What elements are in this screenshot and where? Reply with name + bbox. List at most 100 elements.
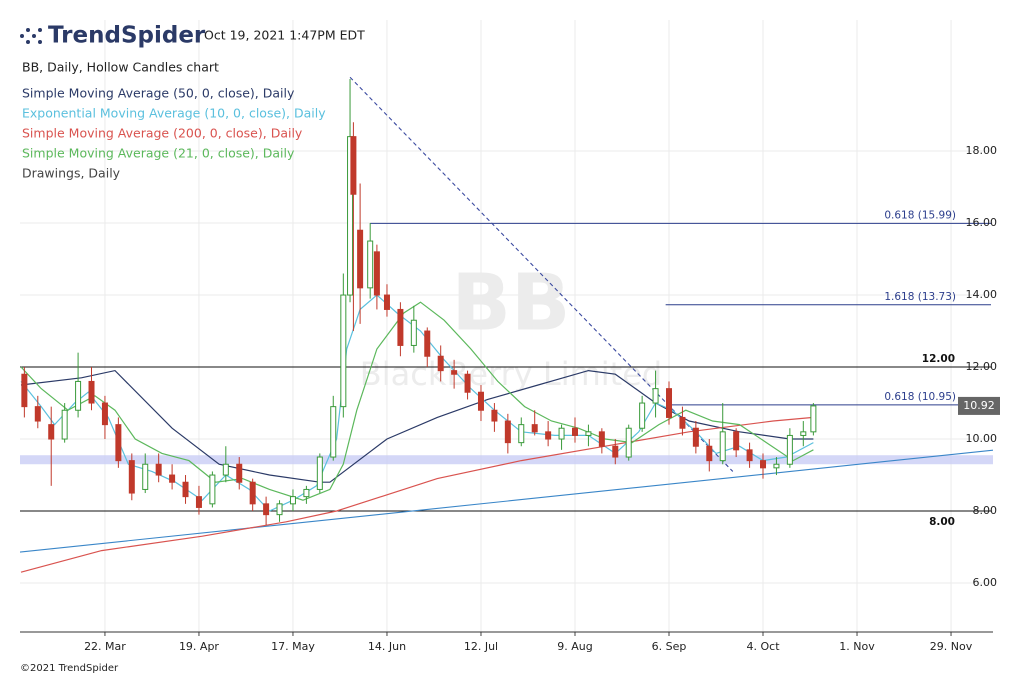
candle-body [383,294,390,310]
candle-body [357,229,364,289]
candle [810,403,817,436]
copyright: ©2021 TrendSpider [20,663,119,674]
candle [733,428,740,458]
candle [357,183,364,324]
candle [800,421,807,447]
candle [249,478,256,512]
candle-body [101,402,108,426]
candle [75,352,82,418]
price-tag-label: 10.92 [963,399,995,412]
candle [209,471,216,508]
candle [61,403,68,443]
candle-body [48,424,55,440]
x-tick-label: 14. Jun [368,640,406,653]
candle [222,446,229,483]
x-tick-label: 22. Mar [84,640,126,653]
candle-body [666,388,673,418]
candle [142,453,149,494]
candle-body [558,427,565,440]
candle [373,244,380,310]
x-tick-label: 4. Oct [747,640,781,653]
support-zone [20,455,993,465]
candle [558,424,565,450]
candle-body [350,136,357,195]
candle-body [21,373,28,408]
candle-body [34,406,41,422]
y-tick-label: 6.00 [973,576,998,589]
candle [316,453,323,494]
timestamp: Oct 19, 2021 1:47PM EDT [204,28,365,43]
candle-body [477,391,484,411]
candle-body [424,330,431,357]
candle [477,385,484,422]
candle-body [195,496,202,508]
candle-body [88,380,95,404]
candle [128,453,135,501]
candle-body [810,405,817,433]
level-label: 8.00 [929,516,955,528]
candle [236,457,243,490]
candle [518,417,525,447]
candle [48,406,55,486]
candle-body [679,416,686,429]
level-label: 1.618 (13.73) [884,291,956,303]
candle [182,475,189,504]
level-label: 0.618 (10.95) [884,391,956,403]
candle [639,395,646,432]
candle-body [182,481,189,498]
candle [491,403,498,432]
candle [276,500,283,522]
logo-icon [20,28,42,44]
candle [746,442,753,468]
candle [545,421,552,447]
y-tick-label: 16.00 [966,216,998,229]
candle-body [706,445,713,462]
watermark-symbol: BB [452,258,571,348]
candle [347,79,354,303]
candle-body [464,373,471,393]
y-tick-label: 10.00 [966,432,998,445]
candle-body [746,449,753,462]
candle [625,424,632,461]
candle [169,464,176,490]
watermark-name: BlackBerry Limited [360,355,662,393]
candle-body [397,308,404,346]
candle [504,413,511,454]
candle-body [61,409,68,440]
candle [679,406,686,436]
legend-entry: Simple Moving Average (50, 0, close), Da… [22,86,295,101]
candle [101,395,108,440]
candle-body [209,474,216,505]
candle [289,489,296,512]
candle-body [598,431,605,447]
x-tick-label: 12. Jul [464,640,498,653]
candle-body [75,380,82,411]
candle-body [760,460,767,469]
x-tick-label: 17. May [271,640,315,653]
candle [437,345,444,382]
candle [367,223,374,299]
candle-body [330,406,337,458]
x-tick-label: 1. Nov [839,640,875,653]
candle [195,485,202,515]
candle-body [773,463,780,469]
candle [598,428,605,454]
candle-body [249,481,256,505]
candle [383,284,390,317]
candle [330,395,337,461]
level-label: 12.00 [922,353,955,365]
candle-body [289,496,296,505]
candle-body [733,431,740,451]
candle-body [367,240,374,289]
candle [115,417,122,468]
candle-body [652,388,659,404]
candle [34,395,41,429]
y-tick-label: 8.00 [973,504,998,517]
brand: TrendSpider [48,23,206,49]
candle-body [340,294,347,408]
candle [719,403,726,465]
price-tag [958,396,1000,415]
candle-body [155,463,162,476]
candle-body [437,355,444,372]
